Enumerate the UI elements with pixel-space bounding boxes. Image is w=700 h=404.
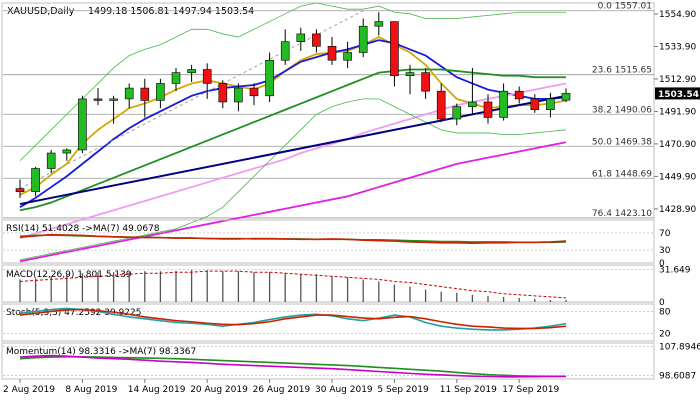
candle-body: [327, 46, 337, 61]
indicator-axis-label: 0: [659, 259, 665, 269]
moving-average-line: [19, 98, 567, 261]
last-price-tag: [655, 87, 700, 100]
candle-body: [530, 98, 540, 111]
candle-body: [234, 87, 243, 103]
rsi-pane: RSI(14) 51.4028 ->MA(7) 49.0678 70 30 0: [1, 219, 671, 269]
candle-body: [436, 90, 446, 120]
moving-average-line: [19, 2, 566, 162]
indicator-axis-label: 98.6087: [659, 372, 696, 382]
indicator-axis-label: 30: [659, 246, 671, 256]
moving-average-line: [19, 68, 566, 212]
candle-body: [187, 69, 196, 73]
date-axis-label: 2 Aug 2019: [3, 385, 55, 395]
indicator-line: [19, 354, 567, 378]
macd-label: MACD(12,26,9) 1.801 5.139: [6, 270, 132, 280]
symbol-label: XAUUSD,Daily: [7, 6, 75, 17]
stochastic-pane: Stoch(5,3,3) 47.2592 39.9225 80 20: [1, 303, 671, 342]
momentum-label: Momentum(14) 98.3316 ->MA(7) 98.3367: [6, 347, 196, 357]
candle-body: [218, 83, 228, 103]
candle-body: [280, 41, 290, 61]
trend-line: [19, 10, 364, 190]
price-axis-label: 1470.90: [659, 140, 696, 150]
macd-signal-line: [19, 270, 567, 299]
price-pane: XAUUSD,Daily 1499.18 1506.81 1497.94 150…: [1, 2, 700, 263]
moving-average-line: [19, 82, 567, 239]
price-axis-label: 1554.90: [659, 10, 696, 20]
macd-pane: MACD(12,26,9) 1.801 5.139 31.649 0: [1, 264, 691, 308]
fibonacci-level-label: 23.6 1515.65: [592, 66, 652, 76]
momentum-pane: Momentum(14) 98.3316 ->MA(7) 98.3367 107…: [1, 342, 700, 382]
indicator-axis-label: 31.649: [659, 265, 691, 275]
candle-body: [452, 106, 462, 120]
indicator-axis-label: 80: [659, 307, 671, 317]
candle-body: [78, 98, 87, 151]
candle-body: [249, 87, 259, 97]
price-axis-label: 1428.90: [659, 205, 696, 215]
candle-body: [31, 168, 40, 193]
date-axis-label: 20 Aug 2019: [190, 385, 248, 395]
indicator-axis-label: 107.8946: [659, 342, 700, 352]
candle-body: [374, 21, 384, 27]
candle-body: [312, 33, 321, 47]
candle-body: [46, 152, 56, 169]
candle-body: [124, 87, 134, 100]
candle-body: [343, 52, 352, 61]
stochastic-label: Stoch(5,3,3) 47.2592 39.9225: [6, 308, 141, 318]
candle-body: [499, 90, 508, 118]
ohlc-values: 1499.18 1506.81 1497.94 1503.54: [88, 6, 254, 17]
date-axis-label: 11 Sep 2019: [440, 385, 497, 395]
date-axis-label: 30 Aug 2019: [315, 385, 373, 395]
candle-body: [390, 21, 399, 76]
fibonacci-level-label: 61.8 1448.69: [592, 169, 652, 179]
candle-body: [140, 87, 150, 101]
candle-body: [93, 98, 103, 101]
indicator-line: [19, 355, 567, 378]
fibonacci-level-label: 76.4 1423.10: [592, 209, 652, 219]
candle-body: [483, 101, 493, 118]
price-axis-label: 1491.90: [659, 107, 696, 117]
price-axis-label: 1512.90: [659, 75, 696, 85]
indicator-axis-label: 70: [659, 229, 671, 239]
date-axis-label: 17 Sep 2019: [502, 385, 559, 395]
candle-body: [405, 72, 415, 76]
fibonacci-level-label: 38.2 1490.06: [592, 105, 652, 115]
candle-body: [109, 98, 118, 101]
indicator-line: [19, 307, 567, 331]
candle-body: [171, 72, 181, 84]
price-axis-label: 1533.90: [659, 42, 696, 52]
indicator-line: [19, 308, 567, 330]
fibonacci-level-label: 50.0 1469.38: [592, 137, 652, 147]
candle-body: [296, 33, 306, 42]
last-price-value: 1503.54: [658, 90, 699, 100]
fibonacci-level-label: 0.0 1557.01: [598, 2, 652, 12]
candle-body: [561, 93, 571, 101]
indicator-line: [19, 233, 567, 245]
price-axis-label: 1449.90: [659, 172, 696, 182]
candle-body: [156, 83, 165, 101]
candle-body: [421, 72, 430, 92]
indicator-axis-label: 20: [659, 330, 671, 340]
date-axis-label: 5 Sep 2019: [377, 385, 429, 395]
candle-body: [358, 25, 368, 53]
candle-body: [265, 59, 274, 97]
date-axis-label: 8 Aug 2019: [65, 385, 117, 395]
candle-body: [514, 90, 524, 100]
candle-body: [62, 149, 72, 154]
candle-body: [202, 69, 212, 84]
candle-body: [546, 98, 555, 111]
indicator-axis-label: 0: [659, 298, 665, 308]
trend-line: [19, 94, 567, 206]
rsi-label: RSI(14) 51.4028 ->MA(7) 49.0678: [6, 224, 160, 234]
date-axis-label: 26 Aug 2019: [253, 385, 311, 395]
moving-average-line: [19, 141, 567, 263]
candle-body: [468, 101, 477, 107]
date-axis-label: 14 Aug 2019: [128, 385, 186, 395]
candle-body: [15, 188, 25, 193]
